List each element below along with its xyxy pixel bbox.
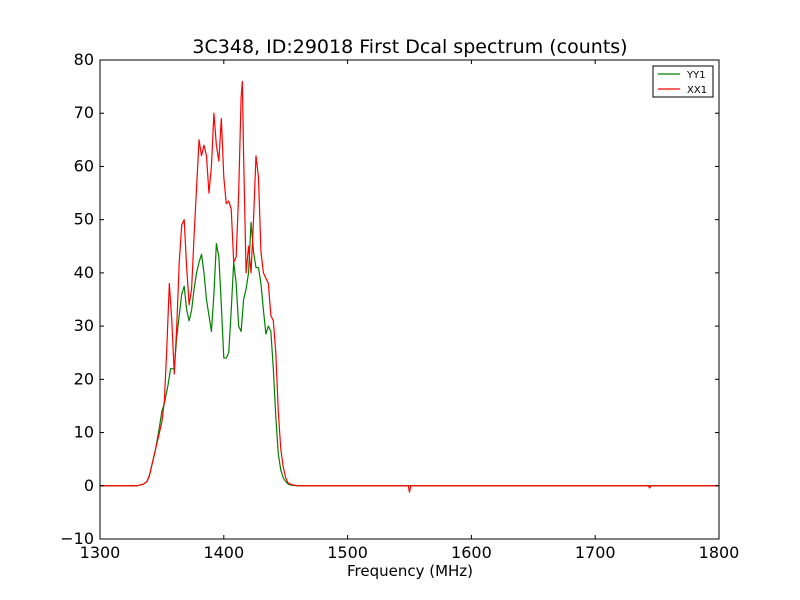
x-tick-label: 1700 xyxy=(575,543,616,562)
series-line-yy1 xyxy=(100,221,719,487)
y-tick-label: 60 xyxy=(74,156,94,175)
legend-label: XX1 xyxy=(687,85,707,96)
x-tick-label: 1500 xyxy=(327,543,368,562)
x-axis-label: Frequency (MHz) xyxy=(347,562,473,580)
chart-title: 3C348, ID:29018 First Dcal spectrum (cou… xyxy=(192,36,627,58)
y-tick-label: 30 xyxy=(74,316,94,335)
series-layer xyxy=(100,80,719,493)
ticks-layer: 1300 1400 1500 1600 1700 1800 −10 0 10 20 30 40 50 60… xyxy=(60,50,739,562)
x-tick-label: 1800 xyxy=(699,543,740,562)
y-tick-label: 20 xyxy=(74,369,94,388)
plot-frame xyxy=(99,59,720,540)
y-tick-label: 40 xyxy=(74,263,94,282)
y-tick-label: −10 xyxy=(60,529,94,548)
series-line-xx1 xyxy=(100,80,719,493)
y-tick-label: 70 xyxy=(74,103,94,122)
legend-label: YY1 xyxy=(686,70,706,81)
x-tick-label: 1600 xyxy=(451,543,492,562)
y-tick-label: 0 xyxy=(84,476,94,495)
legend-box xyxy=(652,65,714,98)
y-tick-label: 80 xyxy=(74,50,94,69)
y-tick-label: 10 xyxy=(74,423,94,442)
x-tick-label: 1300 xyxy=(80,543,121,562)
y-tick-label: 50 xyxy=(74,210,94,229)
x-tick-label: 1400 xyxy=(203,543,244,562)
